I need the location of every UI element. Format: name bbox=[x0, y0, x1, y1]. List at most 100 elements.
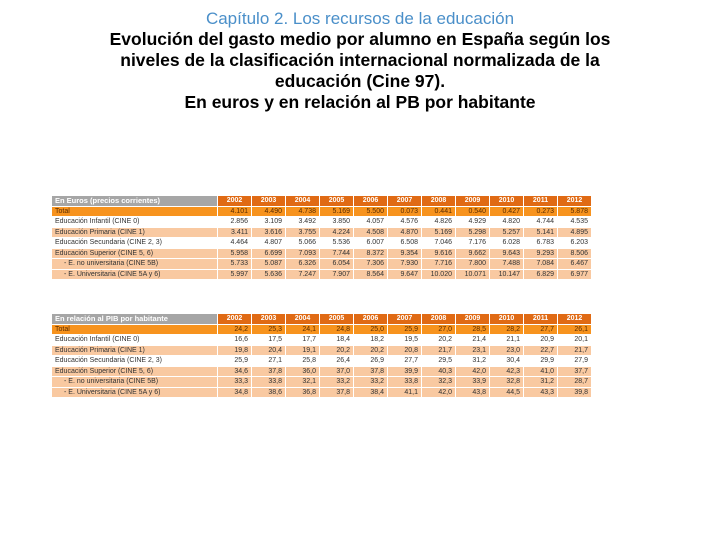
row-label: Total bbox=[52, 324, 217, 334]
table-cell: 4.535 bbox=[558, 217, 591, 227]
year-header: 2007 bbox=[388, 314, 421, 324]
table-cell: 4.576 bbox=[388, 217, 421, 227]
table-cell: 0.441 bbox=[422, 206, 455, 216]
table-cell: 20,8 bbox=[388, 345, 421, 355]
table-cell: 33,8 bbox=[252, 377, 285, 387]
table-cell: 18,4 bbox=[320, 335, 353, 345]
row-label: Educación Primaria (CINE 1) bbox=[52, 345, 217, 355]
table-cell: 4.490 bbox=[252, 206, 285, 216]
table-cell: 37,8 bbox=[320, 387, 353, 397]
table-row: Educación Secundaria (CINE 2, 3) 4.464 4.8… bbox=[52, 238, 591, 248]
year-header: 2005 bbox=[320, 196, 353, 206]
table-cell: 38,4 bbox=[354, 387, 387, 397]
table-cell: 5.958 bbox=[218, 248, 251, 258]
table-cell: 5.141 bbox=[524, 227, 557, 237]
year-header: 2010 bbox=[490, 196, 523, 206]
year-header: 2004 bbox=[286, 196, 319, 206]
table-cell: 27,7 bbox=[388, 356, 421, 366]
table-cell: 7.716 bbox=[422, 259, 455, 269]
table-cell: 37,8 bbox=[354, 366, 387, 376]
table-cell: 0.273 bbox=[524, 206, 557, 216]
table-header-row: En Euros (precios corrientes) 2002 2003 200… bbox=[52, 196, 591, 206]
table-cell: 5.169 bbox=[320, 206, 353, 216]
table-cell: 44,5 bbox=[490, 387, 523, 397]
table-cell: 17,5 bbox=[252, 335, 285, 345]
table-cell: 33,2 bbox=[320, 377, 353, 387]
table-cell: 7.176 bbox=[456, 238, 489, 248]
table-row: Educación Superior (CINE 5, 6) 5.958 6.699… bbox=[52, 248, 591, 258]
year-header: 2012 bbox=[558, 196, 591, 206]
table-cell: 9.662 bbox=[456, 248, 489, 258]
table-cell: 40,3 bbox=[422, 366, 455, 376]
year-header: 2008 bbox=[422, 314, 455, 324]
table-cell: 5.997 bbox=[218, 269, 251, 279]
table-cell: 38,6 bbox=[252, 387, 285, 397]
table-pib: En relación al PIB por habitante 2002 2003… bbox=[51, 313, 592, 398]
table-cell: 9.643 bbox=[490, 248, 523, 258]
table-cell: 31,2 bbox=[524, 377, 557, 387]
table-euros: En Euros (precios corrientes) 2002 2003 200… bbox=[51, 195, 592, 280]
year-header: 2003 bbox=[252, 196, 285, 206]
table-cell: 28,7 bbox=[558, 377, 591, 387]
table-cell: 22,7 bbox=[524, 345, 557, 355]
table-cell: 30,4 bbox=[490, 356, 523, 366]
table-cell: 24,1 bbox=[286, 324, 319, 334]
year-header: 2011 bbox=[524, 314, 557, 324]
table-cell: 6.977 bbox=[558, 269, 591, 279]
table-cell: 8.506 bbox=[558, 248, 591, 258]
main-title-line-4: En euros y en relación al PB por habitan… bbox=[184, 92, 536, 112]
table-cell: 0.427 bbox=[490, 206, 523, 216]
row-label: - E. no universitaria (CINE 5B) bbox=[52, 259, 217, 269]
table-cell: 41,1 bbox=[388, 387, 421, 397]
table-row: - E. no universitaria (CINE 5B) 5.733 5.08… bbox=[52, 259, 591, 269]
table-row: - E. Universitaria (CINE 5A y 6) 5.997 5.6… bbox=[52, 269, 591, 279]
row-label: Educación Superior (CINE 5, 6) bbox=[52, 366, 217, 376]
table-cell: 4.738 bbox=[286, 206, 319, 216]
table-cell: 23,1 bbox=[456, 345, 489, 355]
table-cell: 26,1 bbox=[558, 324, 591, 334]
table-cell: 25,9 bbox=[388, 324, 421, 334]
row-label: Educación Secundaria (CINE 2, 3) bbox=[52, 238, 217, 248]
table-row: Educación Primaria (CINE 1) 19,8 20,4 19,1 2… bbox=[52, 345, 591, 355]
table-cell: 8.564 bbox=[354, 269, 387, 279]
table-cell: 32,8 bbox=[490, 377, 523, 387]
table-cell: 4.820 bbox=[490, 217, 523, 227]
table-cell: 6.054 bbox=[320, 259, 353, 269]
table-row: Educación Infantil (CINE 0) 16,6 17,5 17,7 1… bbox=[52, 335, 591, 345]
table-cell: 5.257 bbox=[490, 227, 523, 237]
table-cell: 4.895 bbox=[558, 227, 591, 237]
table-cell: 29,5 bbox=[422, 356, 455, 366]
table-cell: 10.147 bbox=[490, 269, 523, 279]
table-cell: 41,0 bbox=[524, 366, 557, 376]
table-cell: 7.800 bbox=[456, 259, 489, 269]
table-cell: 33,9 bbox=[456, 377, 489, 387]
table-cell: 32,3 bbox=[422, 377, 455, 387]
table-cell: 4.826 bbox=[422, 217, 455, 227]
table-cell: 5.500 bbox=[354, 206, 387, 216]
main-title-line-1: Evolución del gasto medio por alumno en … bbox=[109, 29, 611, 49]
table-cell: 4.464 bbox=[218, 238, 251, 248]
table-cell: 6.783 bbox=[524, 238, 557, 248]
row-label: - E. no universitaria (CINE 5B) bbox=[52, 377, 217, 387]
table-cell: 19,5 bbox=[388, 335, 421, 345]
table-row: Educación Superior (CINE 5, 6) 34,6 37,8 36… bbox=[52, 366, 591, 376]
table-cell: 27,0 bbox=[422, 324, 455, 334]
year-header: 2010 bbox=[490, 314, 523, 324]
table-cell: 37,0 bbox=[320, 366, 353, 376]
table-cell: 24,8 bbox=[320, 324, 353, 334]
table-cell: 26,9 bbox=[354, 356, 387, 366]
table-row: Total 24,2 25,3 24,1 24,8 25,0 25,9 27,0 28,5 28,… bbox=[52, 324, 591, 334]
table-cell: 20,9 bbox=[524, 335, 557, 345]
table-cell: 36,0 bbox=[286, 366, 319, 376]
table-cell: 10.020 bbox=[422, 269, 455, 279]
table-row: Educación Primaria (CINE 1) 3.411 3.616 3.7… bbox=[52, 227, 591, 237]
table-cell: 6.007 bbox=[354, 238, 387, 248]
main-title-line-2: niveles de la clasificación internaciona… bbox=[120, 50, 600, 70]
table-cell: 33,8 bbox=[388, 377, 421, 387]
table-cell: 19,8 bbox=[218, 345, 251, 355]
table-cell: 0.540 bbox=[456, 206, 489, 216]
year-header: 2012 bbox=[558, 314, 591, 324]
table-cell: 34,6 bbox=[218, 366, 251, 376]
table-cell: 4.057 bbox=[354, 217, 387, 227]
table-cell: 33,2 bbox=[354, 377, 387, 387]
